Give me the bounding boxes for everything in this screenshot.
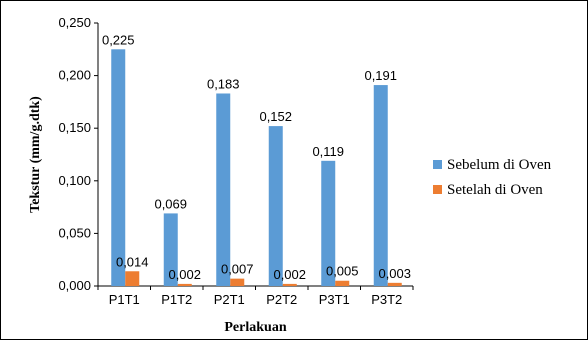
bar-setelah-p3t1 <box>335 280 350 286</box>
data-label: 0,007 <box>221 262 254 277</box>
x-tick-label: P1T2 <box>161 292 192 307</box>
y-tick-label: 0,250 <box>58 15 91 30</box>
bar-setelah-p2t2 <box>282 283 297 286</box>
bar-setelah-p1t2 <box>177 283 192 286</box>
data-label: 0,005 <box>326 264 359 279</box>
data-label: 0,002 <box>273 267 306 282</box>
y-tick-label: 0,200 <box>58 68 91 83</box>
y-tick-label: 0,000 <box>58 278 91 293</box>
data-label: 0,191 <box>364 68 397 83</box>
bar-setelah-p3t2 <box>387 282 402 286</box>
data-label: 0,014 <box>116 254 149 269</box>
data-label: 0,119 <box>312 144 344 159</box>
legend: Sebelum di Oven Setelah di Oven <box>433 157 552 198</box>
bar-sebelum-p3t1 <box>321 160 336 286</box>
bar-sebelum-p3t2 <box>373 85 388 287</box>
y-axis-title: Tekstur (mm/g.dtk) <box>28 96 43 213</box>
bar-sebelum-p2t2 <box>268 126 283 286</box>
y-tick-label: 0,050 <box>58 225 91 240</box>
bar-sebelum-p2t1 <box>216 93 231 286</box>
x-tick-label: P2T1 <box>214 292 245 307</box>
y-tick-label: 0,100 <box>58 173 91 188</box>
data-label: 0,183 <box>207 76 240 91</box>
legend-swatch-sebelum <box>433 160 442 169</box>
data-label: 0,002 <box>168 267 201 282</box>
data-label: 0,152 <box>259 109 292 124</box>
data-label: 0,225 <box>102 32 135 47</box>
bar-sebelum-p1t1 <box>111 49 126 286</box>
x-tick-label: P3T2 <box>371 292 402 307</box>
x-axis-title: Perlakuan <box>224 320 286 335</box>
x-tick-label: P2T2 <box>266 292 297 307</box>
y-tick-label: 0,150 <box>58 120 91 135</box>
bar-setelah-p2t1 <box>230 278 245 286</box>
bar-sebelum-p1t2 <box>163 213 178 286</box>
plot-area: 0,000 0,050 0,100 0,150 0,200 0,250 P1T1 0,225 0… <box>58 15 414 307</box>
data-label: 0,003 <box>378 266 411 281</box>
bar-setelah-p1t1 <box>125 271 140 286</box>
legend-label: Sebelum di Oven <box>447 157 552 173</box>
legend-swatch-setelah <box>433 185 442 194</box>
legend-label: Setelah di Oven <box>447 182 543 198</box>
x-tick-label: P3T1 <box>319 292 350 307</box>
x-tick-label: P1T1 <box>109 292 140 307</box>
data-label: 0,069 <box>154 196 187 211</box>
